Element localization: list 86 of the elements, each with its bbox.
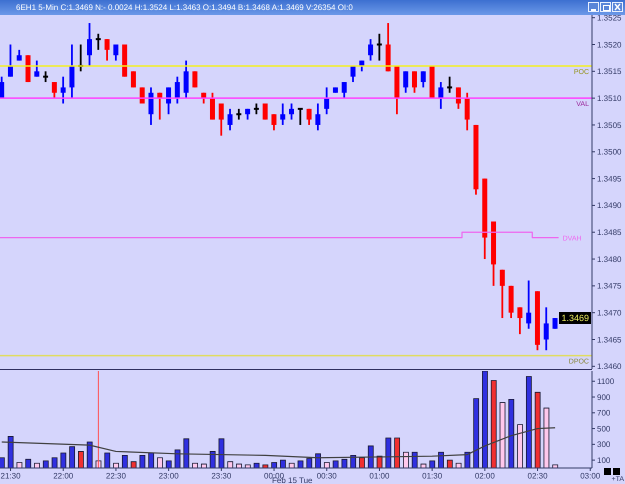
y-tick-label: 300 — [597, 440, 611, 450]
bar — [104, 452, 110, 468]
bar — [280, 460, 286, 468]
bar — [332, 460, 339, 468]
bar — [113, 462, 119, 468]
bar — [236, 464, 242, 468]
x-tick-label: 01:00 — [369, 472, 390, 481]
y-tick-label: 900 — [597, 392, 611, 402]
bar — [200, 464, 207, 468]
bar — [464, 452, 470, 468]
bar — [324, 462, 330, 468]
bar — [359, 457, 365, 468]
x-tick-label: 00:30 — [316, 472, 338, 481]
y-tick-label: 100 — [597, 456, 611, 465]
bar — [122, 454, 128, 468]
y-tick-label: 1.3470 — [597, 308, 622, 318]
x-tick-label: 02:00 — [474, 472, 496, 481]
x-tick-label: 21:30 — [0, 472, 22, 481]
bar — [52, 457, 58, 468]
bar — [60, 452, 66, 468]
bar — [130, 461, 137, 468]
bar — [306, 458, 312, 468]
bar — [140, 454, 146, 468]
bar — [473, 398, 480, 468]
x-tick-label: 23:00 — [158, 472, 180, 481]
y-tick-label: 700 — [597, 408, 611, 418]
annotation: 1.3469 — [559, 312, 591, 324]
x-tick-label: 01:30 — [422, 472, 443, 481]
y-tick-label: 1100 — [597, 377, 615, 386]
bar — [534, 392, 541, 468]
bar — [394, 438, 400, 468]
bar — [446, 460, 453, 468]
bar — [385, 438, 392, 468]
y-tick-label: 1.3515 — [597, 67, 622, 76]
bar — [218, 438, 224, 468]
y-tick-label: 1.3495 — [597, 174, 622, 184]
x-tick-label: 03:00 — [580, 472, 601, 481]
bar — [315, 453, 321, 468]
bar — [429, 460, 436, 468]
chart-title: 6EH1 5-Min C:1.3469 N:- 0.0024 H:1.3524 L:1.3463 O:1.3494 B:1.3468 A:1.3469 V:26354 OI:0 — [16, 2, 353, 13]
bar — [544, 408, 550, 468]
bar — [271, 462, 278, 468]
y-tick-label: 1.3500 — [597, 148, 622, 157]
bar — [420, 464, 426, 468]
x-tick-label: 22:30 — [106, 472, 126, 481]
y-tick-label: 1.3485 — [597, 228, 622, 238]
y-tick-label: 1.3475 — [597, 282, 622, 291]
bar — [78, 451, 84, 468]
bar — [490, 380, 497, 468]
bar — [8, 436, 14, 468]
y-tick-label: 1.3510 — [597, 94, 622, 103]
bar — [0, 457, 5, 468]
bar — [342, 458, 348, 468]
y-tick-label: 1.3465 — [597, 335, 622, 344]
bar — [262, 464, 268, 468]
bar — [157, 457, 163, 468]
bar — [42, 460, 49, 468]
x-tick-label: 23:30 — [211, 472, 232, 481]
x-tick-label: 02:30 — [528, 472, 548, 481]
bar — [69, 446, 76, 468]
bar — [508, 398, 514, 468]
bar — [517, 424, 523, 468]
y-tick-label: 500 — [597, 424, 611, 434]
bar — [526, 376, 532, 468]
bar — [298, 460, 304, 468]
y-tick-label: 1.3490 — [597, 201, 622, 210]
bar — [16, 462, 22, 468]
bar — [192, 462, 198, 468]
bar — [456, 462, 462, 468]
bar — [482, 371, 488, 468]
x-tick-label: 22:00 — [53, 472, 74, 481]
y-tick-label: 1.3460 — [597, 362, 622, 372]
y-tick-label: 1.3525 — [597, 14, 622, 23]
bar — [438, 452, 444, 468]
bar — [183, 438, 190, 468]
y-tick-label: 1.3505 — [597, 120, 622, 130]
bar — [34, 462, 40, 468]
bar — [376, 456, 382, 468]
bar — [174, 449, 180, 468]
y-tick-label: 1.3520 — [597, 40, 622, 50]
bar — [254, 462, 260, 468]
y-tick-label: 1.3480 — [597, 254, 622, 264]
bar — [166, 460, 172, 468]
bar — [500, 402, 506, 468]
bar — [25, 458, 32, 468]
bar — [403, 452, 409, 468]
